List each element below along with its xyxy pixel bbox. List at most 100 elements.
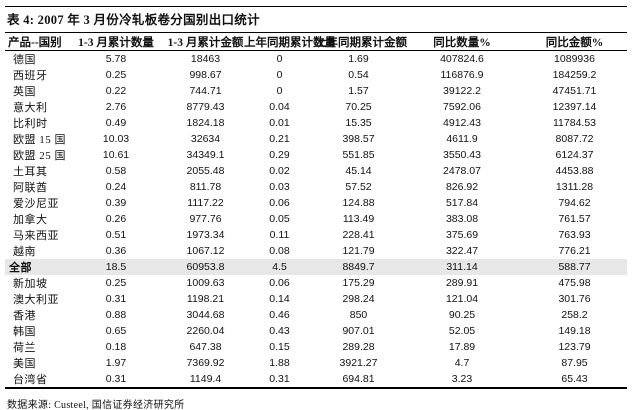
value-cell: 3044.68 (186, 309, 225, 321)
country-cell: 意大利 (13, 102, 48, 114)
value-cell: 18463 (190, 53, 221, 65)
value-cell: 7592.06 (443, 101, 481, 113)
value-cell: 694.81 (342, 373, 375, 385)
value-cell: 47451.71 (552, 85, 597, 97)
value-cell: 1198.21 (186, 293, 225, 305)
value-cell: 0.49 (105, 117, 127, 129)
value-cell: 311.14 (446, 261, 478, 273)
table-row: 澳大利亚 0.31 1198.21 0.14 298.24 121.04 301.76 (5, 291, 627, 307)
table-row: 阿联酋 0.24 811.78 0.03 57.52 826.92 1311.28 (5, 179, 627, 195)
value-cell: 1067.12 (186, 245, 225, 257)
country-cell: 英国 (13, 86, 36, 98)
value-cell: 776.21 (558, 245, 591, 257)
value-cell: 0.26 (105, 213, 127, 225)
value-cell: 10.61 (102, 149, 130, 161)
value-cell: 0.14 (269, 293, 290, 305)
value-cell: 4.5 (272, 261, 287, 273)
value-cell: 45.14 (345, 165, 372, 177)
value-cell: 2.76 (105, 101, 127, 113)
value-cell: 907.01 (342, 325, 375, 337)
value-cell: 301.76 (558, 293, 591, 305)
value-cell: 998.67 (189, 69, 222, 81)
value-cell: 228.41 (342, 229, 375, 241)
value-cell: 121.79 (342, 245, 375, 257)
value-cell: 0.01 (269, 117, 290, 129)
value-cell: 375.69 (445, 229, 479, 241)
value-cell: 65.43 (561, 373, 588, 385)
value-cell: 8087.72 (555, 133, 594, 145)
value-cell: 0 (276, 53, 283, 65)
header-cell: 1-3 月累计金额 (167, 36, 244, 49)
country-cell: 全部 (9, 262, 32, 274)
value-cell: 588.77 (558, 261, 591, 273)
data-source-note: 数据来源: Custeel, 国信证券经济研究所 (7, 400, 185, 410)
value-cell: 0.11 (269, 229, 290, 241)
country-cell: 欧盟 25 国 (13, 150, 66, 162)
country-cell: 德国 (13, 54, 36, 66)
value-cell: 87.95 (561, 357, 588, 369)
header-cell: 1-3 月累计数量 (78, 36, 154, 49)
value-cell: 2260.04 (186, 325, 225, 337)
value-cell: 17.89 (448, 341, 476, 353)
value-cell: 475.98 (558, 277, 591, 289)
table-row: 英国 0.22 744.71 0 1.57 39122.2 47451.71 (5, 83, 627, 99)
value-cell: 0.21 (269, 133, 290, 145)
value-cell: 15.35 (345, 117, 372, 129)
value-cell: 11784.53 (552, 117, 596, 129)
value-cell: 2478.07 (443, 165, 481, 177)
value-cell: 1.57 (348, 85, 369, 97)
country-cell: 比利时 (13, 118, 48, 130)
value-cell: 0.88 (105, 309, 127, 321)
value-cell: 0.06 (269, 277, 290, 289)
value-cell: 121.04 (445, 293, 479, 305)
table-row: 爱沙尼亚 0.39 1117.22 0.06 124.88 517.84 794.62 (5, 195, 627, 211)
value-cell: 5.78 (105, 53, 127, 65)
value-cell: 258.2 (561, 309, 588, 321)
value-cell: 12397.14 (552, 101, 597, 113)
table-row: 越南 0.36 1067.12 0.08 121.79 322.47 776.21 (5, 243, 627, 259)
header-row: 产品--国别 1-3 月累计数量 1-3 月累计金额 上年同期累计数量 上年同期累计金额… (5, 33, 627, 51)
value-cell: 32634 (190, 133, 221, 145)
country-cell: 越南 (13, 246, 36, 258)
value-cell: 1973.34 (186, 229, 225, 241)
value-cell: 0.04 (269, 101, 290, 113)
value-cell: 0.46 (269, 309, 290, 321)
value-cell: 149.18 (558, 325, 591, 337)
value-cell: 175.29 (342, 277, 375, 289)
value-cell: 289.91 (445, 277, 479, 289)
header-cell: 同比数量% (433, 36, 491, 49)
country-cell: 阿联酋 (13, 182, 48, 194)
value-cell: 0.39 (105, 197, 127, 209)
value-cell: 0.31 (105, 373, 127, 385)
value-cell: 4912.43 (443, 117, 481, 129)
table-row: 欧盟 15 国 10.03 32634 0.21 398.57 4611.9 8087.72 (5, 131, 627, 147)
value-cell: 1149.4 (189, 373, 222, 385)
country-cell: 美国 (13, 358, 36, 370)
value-cell: 0.36 (105, 245, 127, 257)
value-cell: 34349.1 (186, 149, 225, 161)
header-cell-country: 产品--国别 (8, 36, 62, 49)
value-cell: 407824.6 (440, 53, 484, 65)
country-cell: 马来西亚 (13, 230, 59, 242)
value-cell: 0 (276, 69, 283, 81)
value-cell: 517.84 (445, 197, 479, 209)
table-row: 荷兰 0.18 647.38 0.15 289.28 17.89 123.79 (5, 339, 627, 355)
value-cell: 60953.8 (186, 261, 225, 273)
table-row: 台湾省 0.31 1149.4 0.31 694.81 3.23 65.43 (5, 371, 627, 388)
value-cell: 298.24 (342, 293, 375, 305)
value-cell: 1.97 (105, 357, 127, 369)
value-cell: 57.52 (345, 181, 372, 193)
value-cell: 0.22 (105, 85, 127, 97)
value-cell: 6124.37 (555, 149, 594, 161)
value-cell: 1824.18 (186, 117, 225, 129)
value-cell: 39122.2 (443, 85, 481, 97)
value-cell: 10.03 (102, 133, 130, 145)
export-stats-table: 产品--国别 1-3 月累计数量 1-3 月累计金额 上年同期累计数量 上年同期累计金额… (5, 32, 627, 389)
value-cell: 1311.28 (555, 181, 594, 193)
table-row: 欧盟 25 国 10.61 34349.1 0.29 551.85 3550.43 6124… (5, 147, 627, 163)
value-cell: 8849.7 (342, 261, 375, 273)
value-cell: 1.69 (348, 53, 369, 65)
country-cell: 荷兰 (13, 342, 36, 354)
value-cell: 70.25 (345, 101, 372, 113)
header-cell: 上年同期累计金额 (315, 36, 407, 49)
